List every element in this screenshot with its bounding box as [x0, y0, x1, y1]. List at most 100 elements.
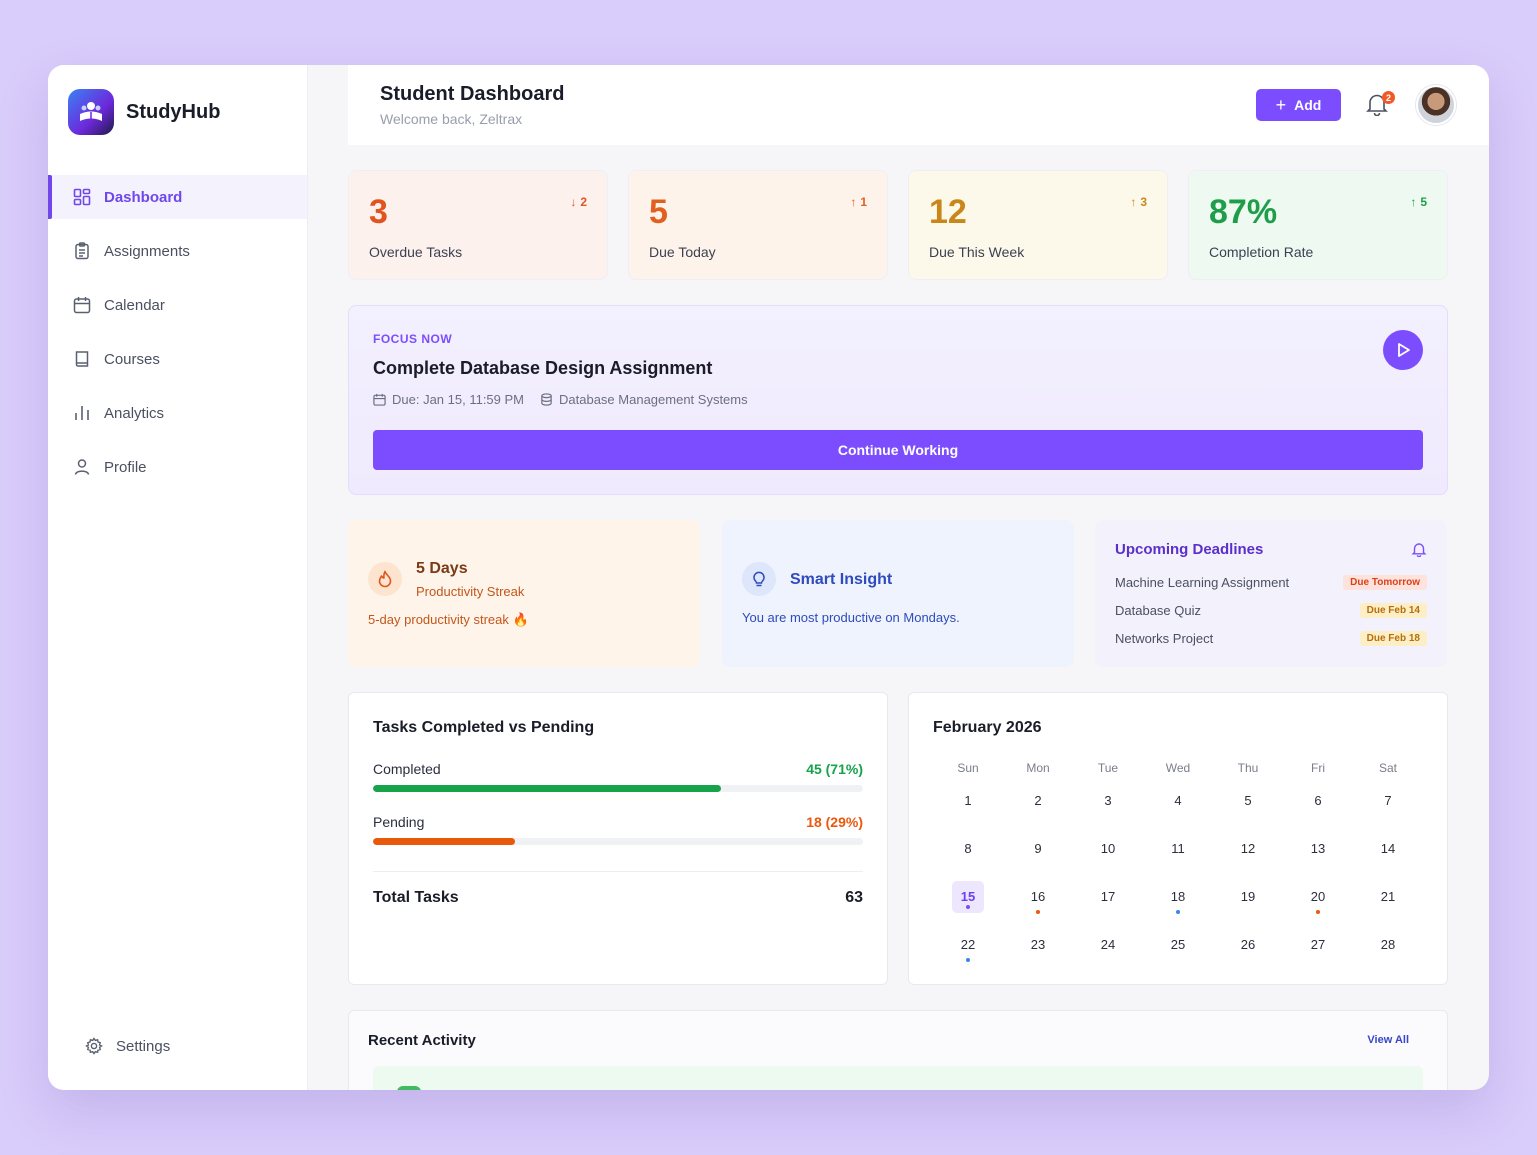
database-icon	[541, 393, 552, 406]
calendar-day[interactable]: 6	[1283, 785, 1353, 833]
total-tasks-label: Total Tasks	[373, 889, 459, 906]
event-dot	[966, 958, 970, 962]
stat-label: Overdue Tasks	[369, 244, 463, 260]
focus-card: FOCUS NOW Complete Database Design Assig…	[348, 305, 1448, 495]
sidebar-item-settings[interactable]: Settings	[84, 1036, 170, 1056]
day-number: 18	[1170, 889, 1186, 904]
stat-label: Completion Rate	[1209, 244, 1314, 260]
weekday-label: Sat	[1378, 761, 1397, 775]
bell-icon	[1366, 94, 1388, 117]
play-button[interactable]	[1383, 330, 1423, 370]
stat-card-overdue-tasks[interactable]: 3 Overdue Tasks ↓ 2	[348, 170, 608, 280]
stat-value: 3	[369, 193, 388, 231]
stat-value: 12	[929, 193, 967, 231]
insight-text: You are most productive on Mondays.	[742, 610, 960, 625]
calendar-icon	[72, 295, 92, 315]
upcoming-deadlines-card: Upcoming Deadlines Machine Learning Assi…	[1095, 520, 1447, 667]
calendar-day[interactable]: 26	[1213, 929, 1283, 977]
weekday-label: Wed	[1165, 761, 1191, 775]
sidebar-item-calendar[interactable]: Calendar	[48, 283, 307, 327]
day-number: 13	[1310, 841, 1326, 856]
continue-working-button[interactable]: Continue Working	[373, 430, 1423, 470]
calendar-day[interactable]: 8	[933, 833, 1003, 881]
total-tasks-row: Total Tasks 63	[373, 889, 863, 907]
brand[interactable]: StudyHub	[68, 89, 220, 135]
sidebar-item-analytics[interactable]: Analytics	[48, 391, 307, 435]
stat-trend-value: 3	[1140, 195, 1147, 209]
pending-progress: Pending 18 (29%)	[373, 814, 863, 845]
welcome-text: Welcome back, Zeltrax	[380, 111, 523, 127]
stat-card-due-this-week[interactable]: 12 Due This Week ↑ 3	[908, 170, 1168, 280]
insight-title: Smart Insight	[790, 571, 893, 588]
view-all-link[interactable]: View All	[1367, 1034, 1409, 1046]
calendar-day[interactable]: 23	[1003, 929, 1073, 977]
calendar-day[interactable]: 18	[1143, 881, 1213, 929]
sidebar-item-profile[interactable]: Profile	[48, 445, 307, 489]
calendar-day[interactable]: 2	[1003, 785, 1073, 833]
stat-label: Due Today	[649, 244, 716, 260]
streak-note: 5-day productivity streak 🔥	[368, 612, 529, 627]
calendar-day[interactable]: 13	[1283, 833, 1353, 881]
calendar-day[interactable]: 25	[1143, 929, 1213, 977]
weekday-label: Fri	[1311, 761, 1325, 775]
deadline-name: Database Quiz	[1115, 603, 1201, 618]
sidebar: StudyHub Dashboard A	[48, 65, 308, 1090]
page-title: Student Dashboard	[380, 83, 565, 105]
avatar[interactable]	[1416, 85, 1456, 125]
day-number: 7	[1384, 793, 1392, 808]
bell-icon[interactable]	[1411, 541, 1427, 557]
deadlines-title: Upcoming Deadlines	[1115, 541, 1264, 558]
calendar-day[interactable]: 17	[1073, 881, 1143, 929]
calendar-day[interactable]: 7	[1353, 785, 1423, 833]
streak-subtitle: Productivity Streak	[416, 584, 525, 599]
calendar-day[interactable]: 20	[1283, 881, 1353, 929]
calendar-day-today[interactable]: 15	[933, 881, 1003, 929]
activity-item[interactable]	[373, 1066, 1423, 1090]
add-button[interactable]: + Add	[1256, 89, 1341, 121]
deadline-item[interactable]: Networks Project Due Feb 18	[1115, 631, 1427, 646]
deadline-item[interactable]: Database Quiz Due Feb 14	[1115, 603, 1427, 618]
stat-card-due-today[interactable]: 5 Due Today ↑ 1	[628, 170, 888, 280]
sidebar-item-dashboard[interactable]: Dashboard	[48, 175, 307, 219]
day-number: 5	[1244, 793, 1252, 808]
sidebar-item-courses[interactable]: Courses	[48, 337, 307, 381]
calendar-day[interactable]: 10	[1073, 833, 1143, 881]
deadline-item[interactable]: Machine Learning Assignment Due Tomorrow	[1115, 575, 1427, 590]
day-number: 8	[964, 841, 972, 856]
sidebar-nav: Dashboard Assignments Ca	[48, 175, 307, 499]
calendar-day[interactable]: 3	[1073, 785, 1143, 833]
calendar-card: February 2026 Sun Mon Tue Wed Thu Fri Sat 1 2 3 4 5…	[908, 692, 1448, 985]
calendar-day[interactable]: 4	[1143, 785, 1213, 833]
day-number: 14	[1380, 841, 1396, 856]
focus-due: Due: Jan 15, 11:59 PM	[392, 392, 525, 407]
calendar-day[interactable]: 16	[1003, 881, 1073, 929]
sidebar-item-assignments[interactable]: Assignments	[48, 229, 307, 273]
calendar-day[interactable]: 12	[1213, 833, 1283, 881]
day-number: 16	[1030, 889, 1046, 904]
calendar-day[interactable]: 21	[1353, 881, 1423, 929]
focus-meta: Due: Jan 15, 11:59 PM Database Managemen…	[373, 392, 748, 407]
deadline-name: Networks Project	[1115, 631, 1214, 646]
grid-icon	[72, 187, 92, 207]
notifications-button[interactable]: 2	[1366, 91, 1395, 118]
calendar-icon	[373, 393, 386, 406]
calendar-day[interactable]: 1	[933, 785, 1003, 833]
calendar-day[interactable]: 22	[933, 929, 1003, 977]
completed-bar-track	[373, 785, 863, 792]
focus-title: Complete Database Design Assignment	[373, 358, 713, 378]
calendar-day[interactable]: 11	[1143, 833, 1213, 881]
event-dot	[966, 905, 970, 909]
calendar-day[interactable]: 5	[1213, 785, 1283, 833]
calendar-day[interactable]: 19	[1213, 881, 1283, 929]
stat-card-completion-rate[interactable]: 87% Completion Rate ↑ 5	[1188, 170, 1448, 280]
calendar-day[interactable]: 27	[1283, 929, 1353, 977]
calendar-day[interactable]: 9	[1003, 833, 1073, 881]
weekday-label: Sun	[957, 761, 979, 775]
calendar-day[interactable]: 14	[1353, 833, 1423, 881]
calendar-day[interactable]: 28	[1353, 929, 1423, 977]
day-number: 4	[1174, 793, 1182, 808]
day-number: 27	[1310, 937, 1326, 952]
deadline-name: Machine Learning Assignment	[1115, 575, 1290, 590]
calendar-day[interactable]: 24	[1073, 929, 1143, 977]
sidebar-item-label: Courses	[104, 350, 160, 368]
